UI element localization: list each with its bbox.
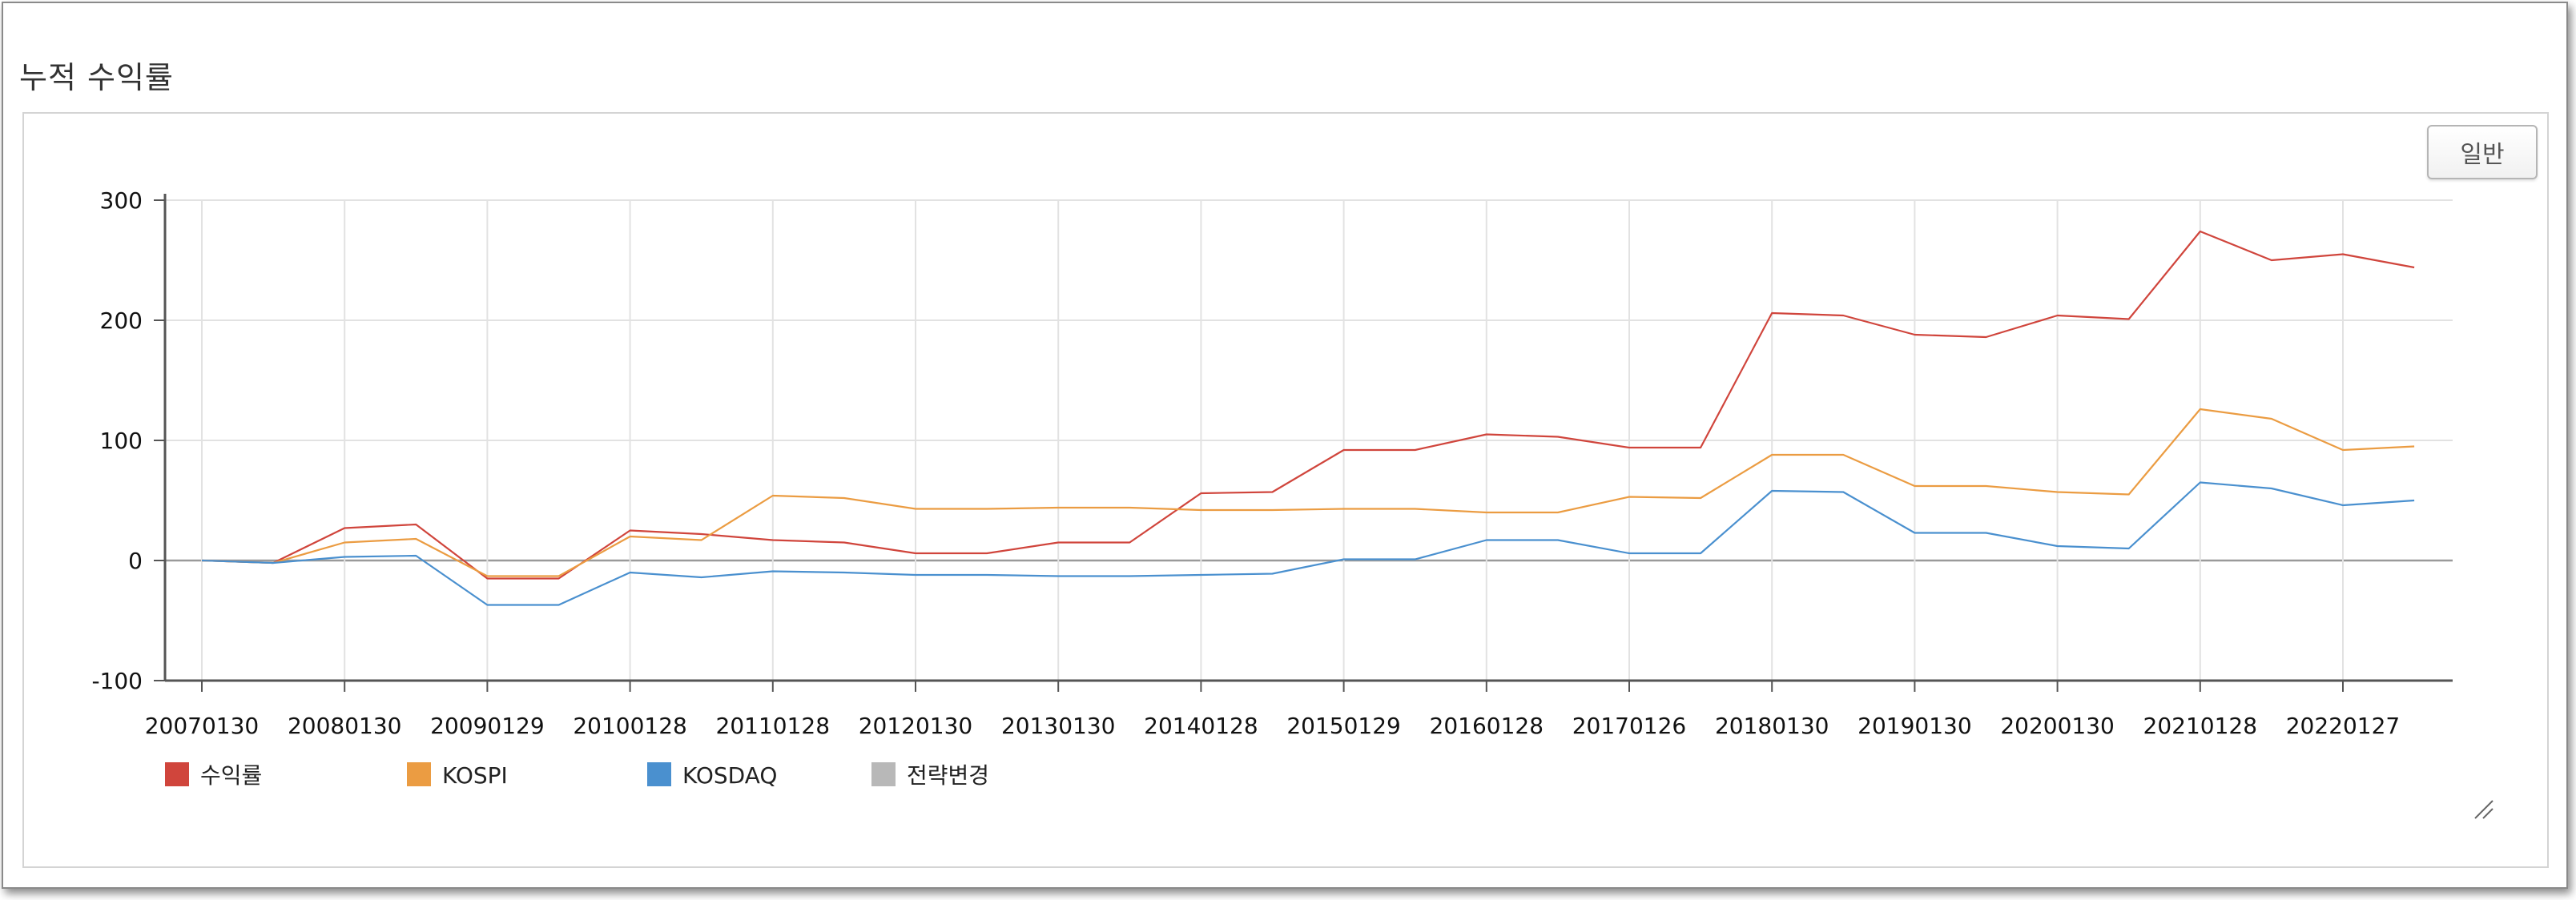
chart-frame — [22, 112, 2549, 868]
y-tick-label: 100 — [100, 428, 143, 454]
legend-swatch-0 — [165, 762, 189, 786]
x-tick-label: 20090129 — [430, 713, 545, 739]
legend-label-3: 전략변경 — [907, 762, 989, 789]
x-tick-label: 20160128 — [1430, 713, 1544, 739]
legend-label-1: KOSPI — [442, 762, 508, 789]
x-tick-label: 20170126 — [1572, 713, 1687, 739]
x-tick-label: 20180130 — [1715, 713, 1829, 739]
legend-label-2: KOSDAQ — [682, 762, 777, 789]
x-tick-label: 20140128 — [1144, 713, 1258, 739]
y-tick-label: 0 — [128, 548, 143, 574]
resize-grip-line — [2474, 800, 2493, 819]
legend-swatch-1 — [407, 762, 431, 786]
x-tick-label: 20150129 — [1286, 713, 1401, 739]
legend-label-0: 수익률 — [200, 762, 262, 789]
section-title: 누적 수익률 — [19, 60, 174, 95]
x-tick-label: 20100128 — [573, 713, 687, 739]
series-line-2 — [201, 481, 2415, 606]
y-tick-label: -100 — [91, 668, 143, 694]
x-tick-label: 20070130 — [145, 713, 260, 739]
legend-swatch-3 — [871, 762, 896, 786]
x-tick-label: 20080130 — [288, 713, 402, 739]
x-tick-label: 20120130 — [859, 713, 973, 739]
x-tick-label: 20130130 — [1001, 713, 1116, 739]
mode-button[interactable]: 일반 — [2427, 125, 2538, 179]
series-line-0 — [201, 230, 2415, 580]
x-tick-label: 20210128 — [2143, 713, 2258, 739]
x-tick-label: 20220127 — [2286, 713, 2401, 739]
series-line-1 — [201, 408, 2415, 577]
x-tick-label: 20190130 — [1858, 713, 1972, 739]
legend-swatch-2 — [647, 762, 671, 786]
x-tick-label: 20200130 — [2000, 713, 2115, 739]
y-tick-label: 200 — [100, 307, 143, 334]
x-tick-label: 20110128 — [716, 713, 831, 739]
resize-grip-line — [2482, 808, 2493, 819]
y-tick-label: 300 — [100, 187, 143, 214]
